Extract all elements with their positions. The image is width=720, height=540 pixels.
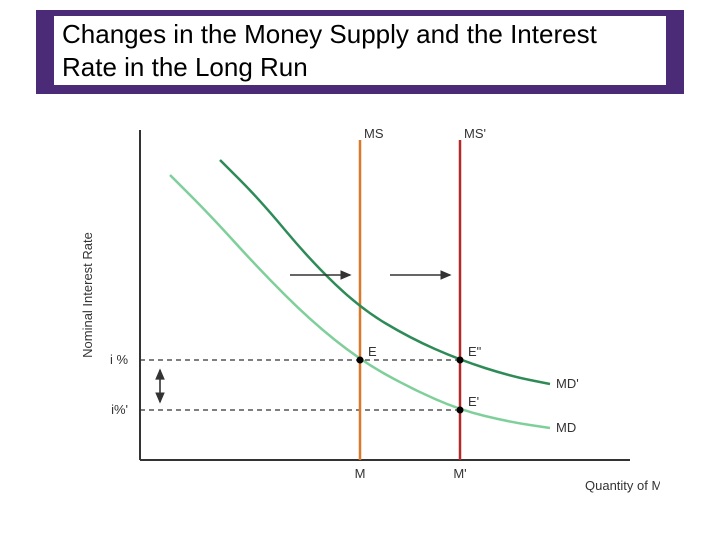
chart-svg: Nominal Interest Rate Quantity of Money i … [60, 120, 660, 520]
title-band: Changes in the Money Supply and the Inte… [36, 10, 684, 94]
svg-text:i%': i%' [111, 402, 128, 417]
svg-text:MS: MS [364, 126, 384, 141]
svg-text:E': E' [468, 394, 479, 409]
svg-text:E: E [368, 344, 377, 359]
money-supply-chart: Nominal Interest Rate Quantity of Money i … [60, 120, 660, 520]
page-title: Changes in the Money Supply and the Inte… [62, 18, 658, 83]
svg-text:MD: MD [556, 420, 576, 435]
svg-text:M: M [355, 466, 366, 481]
svg-text:MS': MS' [464, 126, 486, 141]
title-box: Changes in the Money Supply and the Inte… [54, 16, 666, 85]
svg-text:E": E" [468, 344, 482, 359]
svg-text:i %: i % [110, 352, 129, 367]
svg-text:Quantity of Money: Quantity of Money [585, 478, 660, 493]
svg-text:MD': MD' [556, 376, 579, 391]
svg-text:Nominal Interest Rate: Nominal Interest Rate [80, 232, 95, 358]
svg-text:M': M' [453, 466, 466, 481]
